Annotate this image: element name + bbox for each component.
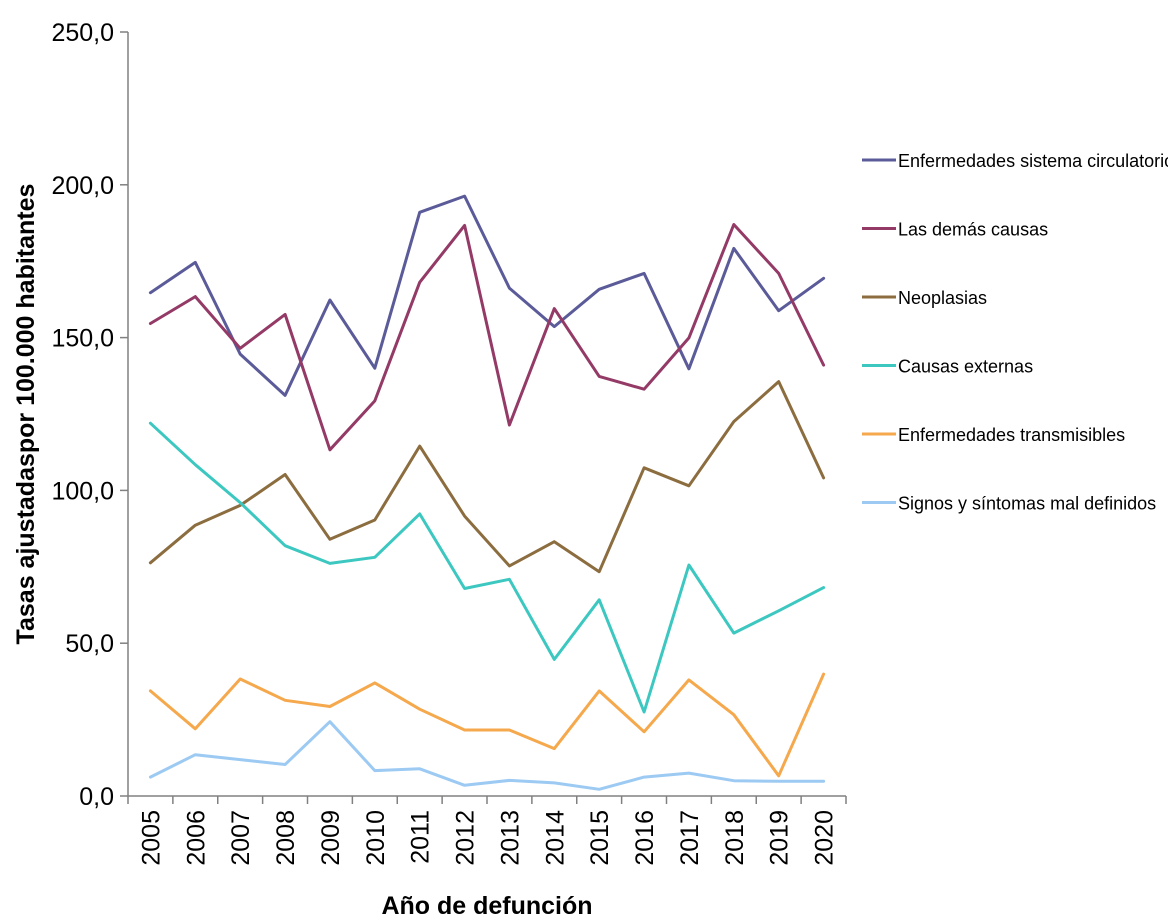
legend: Enfermedades sistema circulatorio Las dem… (862, 151, 1168, 514)
series-line-enfermedades-sistema-circulatorio (148, 194, 826, 397)
y-tick-label: 50,0 (65, 630, 114, 658)
x-tick-label: 2007 (227, 810, 255, 866)
legend-label: Enfermedades sistema circulatorio (898, 151, 1168, 171)
series-line-neoplasias (148, 380, 826, 574)
y-axis-title: Tasas ajustadaspor 100.000 habitantes (12, 184, 40, 645)
x-tick-label: 2012 (452, 810, 480, 866)
series-line-las-demas-causas (148, 223, 826, 452)
x-tick-label: 2020 (811, 810, 839, 866)
legend-label: Enfermedades transmisibles (898, 425, 1125, 445)
x-tick-label: 2015 (586, 810, 614, 866)
x-tick-label: 2005 (137, 810, 165, 866)
y-ticks: 0,0 50,0 100,0 150,0 200,0 250,0 (51, 19, 128, 811)
x-tick-label: 2009 (317, 810, 345, 866)
y-tick-label: 0,0 (79, 783, 114, 811)
legend-label: Signos y síntomas mal definidos (898, 494, 1156, 514)
x-ticks: 2005 2006 2007 2008 2009 2010 2011 2012 2013 2014… (127, 796, 847, 866)
series-lines (148, 194, 826, 791)
series-line-causas-externas (148, 421, 826, 714)
series-line-signos-y-sintomas-mal-definidos (148, 720, 826, 791)
x-tick-label: 2014 (541, 810, 569, 866)
axes (127, 32, 846, 797)
x-tick-label: 2018 (721, 810, 749, 866)
x-tick-label: 2019 (766, 810, 794, 866)
y-tick-label: 250,0 (51, 19, 114, 47)
series-line-enfermedades-transmisibles (148, 672, 826, 778)
y-tick-label: 150,0 (51, 325, 114, 353)
legend-label: Neoplasias (898, 288, 987, 308)
legend-label: Las demás causas (898, 220, 1048, 240)
x-tick-label: 2016 (631, 810, 659, 866)
y-tick-label: 200,0 (51, 172, 114, 200)
x-tick-label: 2006 (182, 810, 210, 866)
x-tick-label: 2011 (407, 810, 435, 864)
legend-label: Causas externas (898, 357, 1033, 377)
x-tick-label: 2017 (676, 810, 704, 866)
x-tick-label: 2013 (496, 810, 524, 866)
y-tick-label: 100,0 (51, 477, 114, 505)
x-axis-title: Año de defunción (381, 892, 592, 920)
x-tick-label: 2010 (362, 810, 390, 866)
x-tick-label: 2008 (272, 810, 300, 866)
